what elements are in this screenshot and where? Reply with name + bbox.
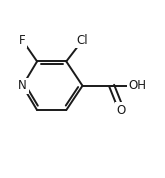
Text: F: F xyxy=(19,34,26,47)
Text: N: N xyxy=(18,79,27,92)
Text: OH: OH xyxy=(129,79,147,92)
Text: O: O xyxy=(117,104,126,117)
Text: Cl: Cl xyxy=(77,34,88,47)
